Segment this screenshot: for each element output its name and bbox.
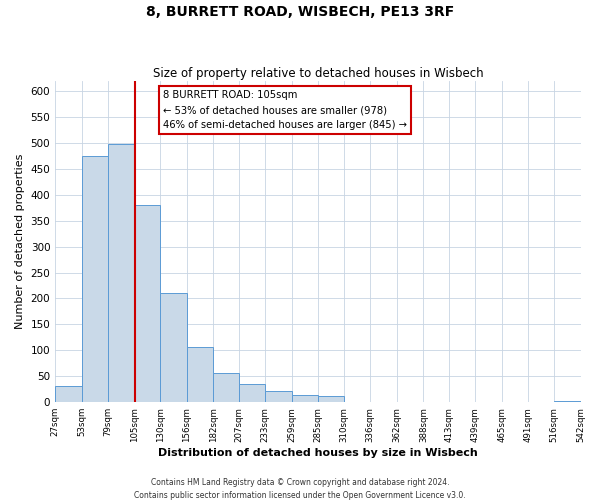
Bar — [160, 293, 187, 402]
Bar — [554, 401, 581, 402]
Text: Contains HM Land Registry data © Crown copyright and database right 2024.
Contai: Contains HM Land Registry data © Crown c… — [134, 478, 466, 500]
Bar — [135, 204, 160, 402]
Bar — [108, 144, 135, 402]
Text: 8 BURRETT ROAD: 105sqm
← 53% of detached houses are smaller (978)
46% of semi-de: 8 BURRETT ROAD: 105sqm ← 53% of detached… — [163, 90, 407, 130]
Y-axis label: Number of detached properties: Number of detached properties — [15, 154, 25, 329]
Bar — [581, 401, 600, 402]
Title: Size of property relative to detached houses in Wisbech: Size of property relative to detached ho… — [152, 66, 483, 80]
Bar — [319, 396, 344, 402]
Bar — [187, 347, 213, 402]
Bar — [292, 396, 319, 402]
X-axis label: Distribution of detached houses by size in Wisbech: Distribution of detached houses by size … — [158, 448, 478, 458]
Bar — [265, 391, 292, 402]
Bar — [55, 386, 82, 402]
Bar — [82, 156, 108, 402]
Bar — [239, 384, 265, 402]
Text: 8, BURRETT ROAD, WISBECH, PE13 3RF: 8, BURRETT ROAD, WISBECH, PE13 3RF — [146, 5, 454, 19]
Bar — [213, 372, 239, 402]
